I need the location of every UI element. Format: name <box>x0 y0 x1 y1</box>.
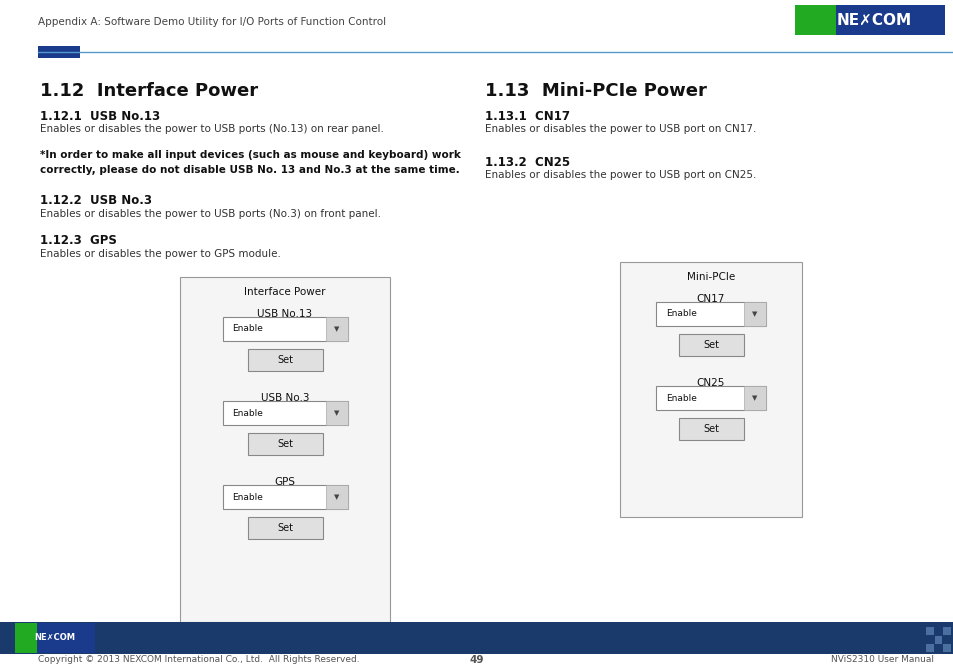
Text: Enable: Enable <box>665 310 696 319</box>
Text: 1.13  Mini-PCIe Power: 1.13 Mini-PCIe Power <box>484 82 706 100</box>
Text: 1.13.2  CN25: 1.13.2 CN25 <box>484 156 569 169</box>
Bar <box>325 317 347 341</box>
Text: USB No.13: USB No.13 <box>257 309 313 319</box>
Text: correctly, please do not disable USB No. 13 and No.3 at the same time.: correctly, please do not disable USB No.… <box>40 165 459 175</box>
Bar <box>743 302 765 326</box>
Bar <box>247 349 322 371</box>
Bar <box>656 302 765 326</box>
Text: 1.13.1  CN17: 1.13.1 CN17 <box>484 110 569 123</box>
Bar <box>222 317 347 341</box>
Text: Set: Set <box>276 355 293 365</box>
Bar <box>835 5 944 35</box>
Text: Mini-PCIe: Mini-PCIe <box>686 272 735 282</box>
Text: Interface Power: Interface Power <box>244 287 325 297</box>
Text: Set: Set <box>276 523 293 533</box>
Text: USB No.3: USB No.3 <box>260 393 309 403</box>
Bar <box>743 386 765 410</box>
Bar <box>247 433 322 455</box>
Text: Copyright © 2013 NEXCOM International Co., Ltd.  All Rights Reserved.: Copyright © 2013 NEXCOM International Co… <box>38 655 359 665</box>
Text: Enable: Enable <box>233 325 263 333</box>
Bar <box>942 636 949 644</box>
Bar <box>678 418 742 440</box>
Text: Enables or disables the power to USB port on CN25.: Enables or disables the power to USB por… <box>484 170 755 180</box>
Text: Enables or disables the power to USB port on CN17.: Enables or disables the power to USB por… <box>484 124 755 134</box>
Text: Enables or disables the power to USB ports (No.13) on rear panel.: Enables or disables the power to USB por… <box>40 124 383 134</box>
Text: Enables or disables the power to GPS module.: Enables or disables the power to GPS mod… <box>40 249 280 259</box>
Text: Enable: Enable <box>233 409 263 417</box>
Bar <box>794 5 835 35</box>
Text: ▼: ▼ <box>334 410 339 416</box>
Text: NE✗COM: NE✗COM <box>34 634 75 642</box>
Bar <box>325 485 347 509</box>
Text: CN17: CN17 <box>696 294 724 304</box>
Text: GPS: GPS <box>274 477 295 487</box>
Text: Enables or disables the power to USB ports (No.3) on front panel.: Enables or disables the power to USB por… <box>40 209 380 219</box>
Text: NE✗COM: NE✗COM <box>836 13 911 28</box>
Text: Enable: Enable <box>665 394 696 403</box>
Text: ▼: ▼ <box>752 311 757 317</box>
Text: 1.12.1  USB No.13: 1.12.1 USB No.13 <box>40 110 160 123</box>
Bar <box>222 401 347 425</box>
Bar <box>678 334 742 356</box>
Text: Set: Set <box>276 439 293 449</box>
Text: NViS2310 User Manual: NViS2310 User Manual <box>830 655 933 665</box>
Text: ▼: ▼ <box>334 494 339 500</box>
Bar <box>180 277 390 622</box>
Bar <box>325 401 347 425</box>
Text: 1.12  Interface Power: 1.12 Interface Power <box>40 82 258 100</box>
Text: 49: 49 <box>469 655 484 665</box>
Bar <box>934 628 942 635</box>
Bar <box>942 628 949 635</box>
Bar <box>222 485 347 509</box>
Bar <box>925 636 933 644</box>
Bar <box>247 517 322 539</box>
Bar <box>656 386 765 410</box>
Bar <box>619 262 801 517</box>
Text: 1.12.3  GPS: 1.12.3 GPS <box>40 234 117 247</box>
Text: CN25: CN25 <box>696 378 724 388</box>
Bar <box>942 644 949 652</box>
Text: *In order to make all input devices (such as mouse and keyboard) work: *In order to make all input devices (suc… <box>40 150 460 160</box>
Text: 1.12.2  USB No.3: 1.12.2 USB No.3 <box>40 194 152 207</box>
Bar <box>934 636 942 644</box>
Bar <box>925 628 933 635</box>
Bar <box>934 644 942 652</box>
Bar <box>15 623 36 653</box>
Bar <box>36 623 95 653</box>
Text: Enable: Enable <box>233 493 263 501</box>
Text: Set: Set <box>702 424 719 434</box>
Text: Set: Set <box>702 340 719 350</box>
Text: ▼: ▼ <box>334 326 339 332</box>
Bar <box>0 622 953 654</box>
Bar <box>38 46 80 58</box>
Bar <box>925 644 933 652</box>
Text: ▼: ▼ <box>752 395 757 401</box>
Text: Appendix A: Software Demo Utility for I/O Ports of Function Control: Appendix A: Software Demo Utility for I/… <box>38 17 386 27</box>
